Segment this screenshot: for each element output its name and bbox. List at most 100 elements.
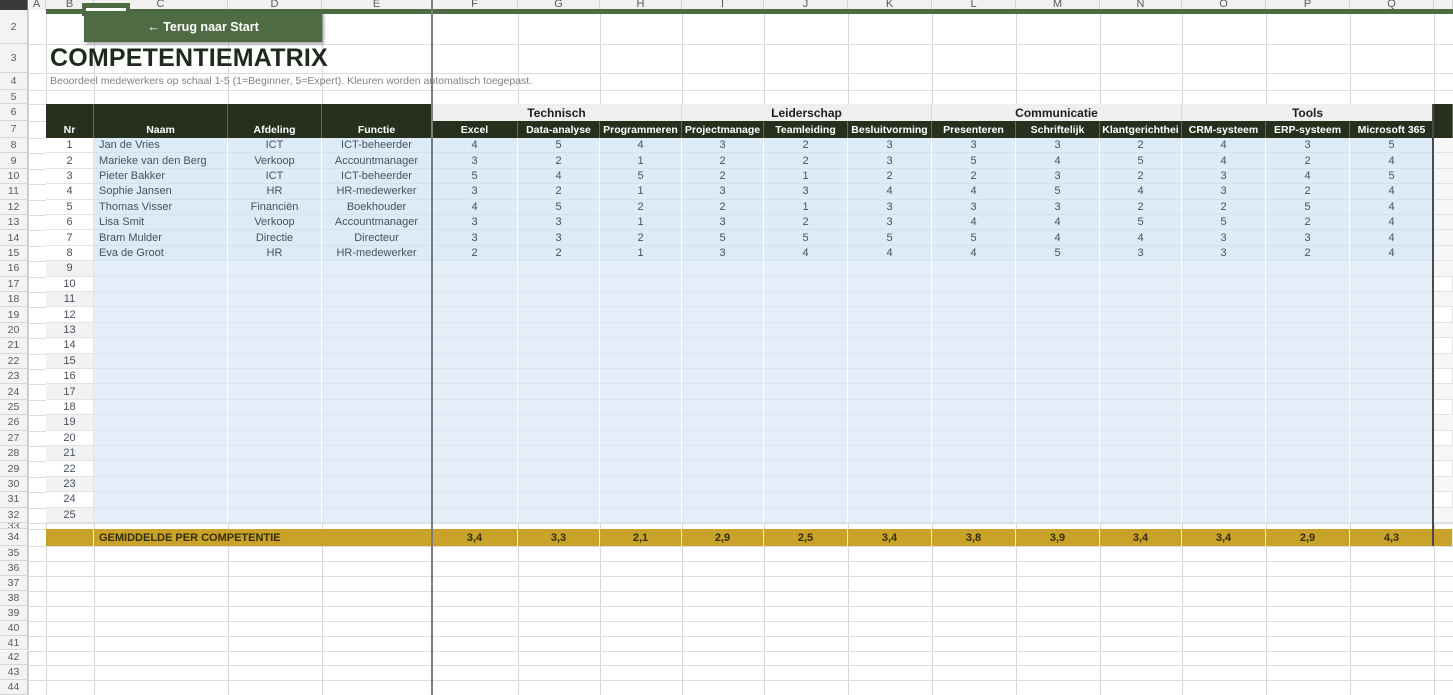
score-cell[interactable]: 2 [682,153,764,169]
empty-cell[interactable] [1266,307,1350,323]
stub-cell[interactable] [1434,215,1453,231]
score-cell[interactable]: 3 [518,230,600,246]
column-header-L[interactable]: L [932,0,1016,10]
stub-cell[interactable] [1434,476,1453,493]
category-band-dark[interactable] [228,104,322,121]
empty-cell[interactable] [600,415,682,431]
empty-cell[interactable] [1100,276,1182,292]
score-cell[interactable]: 4 [600,138,682,154]
col-header-teamleiding[interactable]: Teamleiding [764,121,848,138]
row-header-9[interactable]: 9 [0,153,28,169]
empty-cell[interactable] [1266,369,1350,385]
column-header-H[interactable]: H [600,0,682,10]
stub-cell[interactable] [1434,353,1453,369]
score-cell[interactable]: 5 [1350,168,1434,185]
empty-cell[interactable] [1182,430,1266,446]
score-cell[interactable]: 4 [1182,153,1266,169]
empty-cell[interactable] [228,492,322,508]
empty-cell[interactable] [94,369,228,385]
functie-cell[interactable]: HR-medewerker [322,184,432,200]
back-to-start-button[interactable]: ← Terug naar Start [84,12,322,42]
empty-cell[interactable] [1100,338,1182,354]
category-band-dark[interactable] [322,104,432,121]
empty-cell[interactable] [932,415,1016,431]
nr-cell[interactable]: 2 [46,153,94,169]
column-header-M[interactable]: M [1016,0,1100,10]
empty-cell[interactable] [322,507,432,523]
empty-cell[interactable] [228,476,322,493]
score-cell[interactable]: 2 [682,168,764,185]
empty-cell[interactable] [682,307,764,323]
functie-cell[interactable]: ICT-beheerder [322,138,432,154]
empty-cell[interactable] [1016,446,1100,462]
nr-cell[interactable]: 10 [46,276,94,292]
empty-cell[interactable] [848,507,932,523]
empty-cell[interactable] [600,307,682,323]
summary-cell[interactable] [1434,529,1453,547]
score-cell[interactable]: 3 [848,199,932,215]
empty-cell[interactable] [682,369,764,385]
score-cell[interactable]: 4 [1182,138,1266,154]
score-cell[interactable]: 5 [682,230,764,246]
empty-cell[interactable] [1100,430,1182,446]
empty-cell[interactable] [94,446,228,462]
score-cell[interactable]: 3 [1016,168,1100,185]
score-cell[interactable]: 2 [1182,199,1266,215]
stub-cell[interactable] [1434,461,1453,477]
score-cell[interactable]: 4 [432,199,518,215]
col-header-presenteren[interactable]: Presenteren [932,121,1016,138]
score-cell[interactable]: 4 [848,245,932,262]
row-header-34[interactable]: 34 [0,529,28,547]
stub-cell[interactable] [1434,261,1453,277]
empty-cell[interactable] [228,430,322,446]
empty-cell[interactable] [600,430,682,446]
row-header-14[interactable]: 14 [0,230,28,246]
empty-cell[interactable] [228,338,322,354]
row-header-25[interactable]: 25 [0,399,28,416]
functie-cell[interactable]: Accountmanager [322,153,432,169]
empty-cell[interactable] [94,384,228,400]
col-header-besluitvorming[interactable]: Besluitvorming [848,121,932,138]
score-cell[interactable]: 2 [764,138,848,154]
empty-cell[interactable] [932,461,1016,477]
empty-cell[interactable] [682,476,764,493]
empty-cell[interactable] [432,307,518,323]
nr-cell[interactable]: 9 [46,261,94,277]
empty-cell[interactable] [1182,322,1266,339]
score-cell[interactable]: 4 [1016,153,1100,169]
summary-value-cell[interactable]: 2,9 [1266,529,1350,547]
score-cell[interactable]: 3 [1266,230,1350,246]
empty-cell[interactable] [518,476,600,493]
empty-cell[interactable] [1266,415,1350,431]
empty-cell[interactable] [518,338,600,354]
afdeling-cell[interactable]: ICT [228,168,322,185]
score-cell[interactable]: 2 [600,230,682,246]
stub-cell[interactable] [1434,399,1453,416]
empty-cell[interactable] [600,338,682,354]
empty-cell[interactable] [1100,492,1182,508]
col-header-crm-systeem[interactable]: CRM-systeem [1182,121,1266,138]
score-cell[interactable]: 3 [1182,230,1266,246]
empty-cell[interactable] [1266,476,1350,493]
empty-cell[interactable] [1100,384,1182,400]
stub-cell[interactable] [1434,138,1453,154]
score-cell[interactable]: 1 [600,184,682,200]
empty-cell[interactable] [432,399,518,416]
col-header-klantgerichthei[interactable]: Klantgerichthei [1100,121,1182,138]
row-header-42[interactable]: 42 [0,650,28,666]
empty-cell[interactable] [1182,415,1266,431]
empty-cell[interactable] [518,384,600,400]
score-cell[interactable]: 1 [600,215,682,231]
empty-cell[interactable] [1350,399,1434,416]
row-header-31[interactable]: 31 [0,492,28,508]
empty-cell[interactable] [1266,292,1350,308]
empty-cell[interactable] [1350,276,1434,292]
row-header-17[interactable]: 17 [0,276,28,292]
score-cell[interactable]: 3 [432,230,518,246]
empty-cell[interactable] [1350,461,1434,477]
score-cell[interactable]: 3 [432,215,518,231]
select-all-corner[interactable] [0,0,28,10]
empty-cell[interactable] [1350,322,1434,339]
empty-cell[interactable] [848,276,932,292]
empty-cell[interactable] [1182,476,1266,493]
